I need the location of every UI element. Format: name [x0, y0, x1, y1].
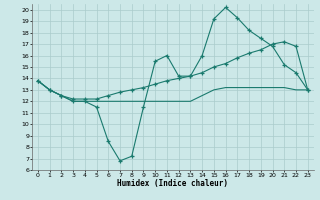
X-axis label: Humidex (Indice chaleur): Humidex (Indice chaleur) — [117, 179, 228, 188]
